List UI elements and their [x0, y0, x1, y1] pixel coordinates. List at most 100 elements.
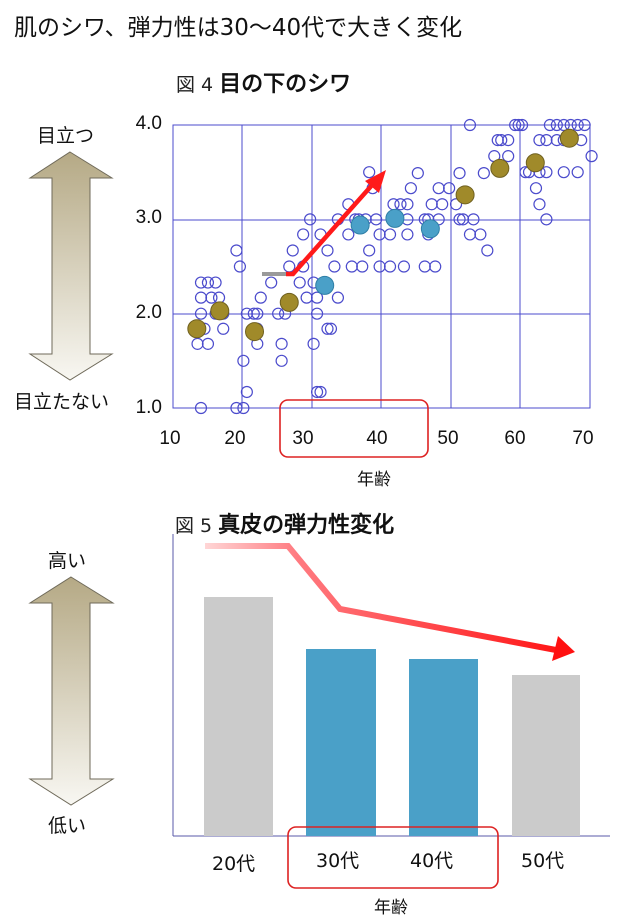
figure4-y-bottom-label: 目立たない	[14, 391, 110, 413]
individual-point	[286, 244, 299, 257]
mean-point-blue	[385, 208, 405, 228]
individual-point	[495, 134, 508, 147]
individual-point	[310, 291, 324, 304]
wrinkle-scale-double-arrow-icon	[28, 151, 114, 381]
individual-point	[345, 260, 358, 273]
figure4-individual-points	[191, 118, 598, 415]
x-tick-40: 40	[366, 428, 388, 449]
individual-point	[331, 291, 345, 304]
individual-point	[436, 198, 449, 211]
x-tick-70: 70	[572, 428, 594, 449]
figure4-highlight-box	[279, 399, 429, 458]
individual-point	[383, 260, 397, 273]
individual-point	[373, 228, 386, 241]
bar-30s	[306, 649, 376, 836]
individual-point	[502, 150, 515, 163]
individual-point	[283, 260, 296, 273]
mean-point-blue	[315, 275, 335, 295]
individual-point	[529, 182, 543, 195]
individual-point	[449, 198, 463, 211]
bar-50s	[512, 675, 580, 836]
individual-point	[275, 337, 288, 350]
individual-point	[324, 322, 338, 335]
y-tick-1: 1.0	[135, 397, 162, 418]
mean-point-gold	[490, 158, 510, 178]
figure5-number: 図 5	[175, 515, 213, 537]
individual-point	[418, 260, 431, 273]
individual-point	[230, 244, 243, 257]
individual-point	[502, 134, 515, 147]
mean-point-blue	[350, 215, 370, 235]
individual-point	[233, 260, 247, 273]
individual-point	[557, 166, 570, 179]
figure4-grid	[172, 124, 591, 409]
individual-point	[321, 244, 334, 257]
figure4-y-top-label: 目立つ	[37, 125, 95, 147]
individual-point	[300, 291, 313, 304]
individual-point	[205, 291, 218, 304]
individual-point	[481, 244, 494, 257]
mean-point-gold	[187, 319, 207, 339]
individual-point	[512, 118, 525, 132]
individual-point	[194, 291, 208, 304]
individual-point	[401, 228, 414, 241]
mean-point-blue	[420, 219, 440, 239]
individual-point	[404, 182, 417, 195]
individual-point	[363, 244, 376, 257]
individual-point	[237, 354, 250, 367]
category-20s: 20代	[212, 853, 256, 875]
individual-point	[477, 167, 490, 180]
mean-point-gold	[525, 153, 545, 173]
elasticity-scale-double-arrow-icon	[28, 576, 115, 806]
individual-point	[275, 354, 288, 367]
individual-point	[540, 134, 553, 147]
individual-point	[467, 213, 480, 226]
category-40s: 40代	[410, 850, 454, 872]
individual-point	[550, 118, 563, 132]
individual-point	[373, 260, 386, 273]
individual-point	[237, 401, 250, 415]
individual-point	[453, 167, 466, 180]
individual-point	[293, 276, 306, 289]
mean-point-gold	[455, 185, 475, 205]
mean-point-gold	[559, 128, 579, 148]
figure4-x-axis-title: 年齢	[357, 470, 391, 490]
individual-point	[443, 182, 456, 195]
x-tick-50: 50	[437, 428, 459, 449]
individual-point	[251, 307, 264, 320]
individual-point	[356, 260, 369, 273]
individual-point	[310, 385, 324, 399]
individual-point	[463, 118, 477, 132]
individual-point	[194, 276, 208, 289]
individual-point	[540, 166, 553, 179]
individual-point	[321, 322, 334, 335]
individual-point	[429, 260, 442, 273]
y-tick-4: 4.0	[135, 113, 162, 134]
figure5-y-bottom-label: 低い	[48, 815, 87, 837]
individual-point	[310, 307, 324, 320]
individual-point	[314, 385, 327, 399]
x-tick-10: 10	[159, 428, 181, 449]
figure5-title: 図 5 真皮の弾力性変化	[175, 507, 394, 539]
individual-point	[578, 118, 591, 132]
individual-point	[307, 337, 320, 350]
individual-point	[254, 291, 267, 304]
individual-point	[519, 166, 532, 179]
individual-point	[543, 118, 556, 132]
individual-point	[194, 307, 208, 320]
individual-point	[432, 182, 445, 195]
category-30s: 30代	[316, 850, 360, 872]
individual-point	[571, 166, 584, 179]
individual-point	[194, 401, 208, 415]
individual-point	[515, 118, 529, 132]
figure5-trend-arrowhead-icon	[552, 636, 575, 661]
individual-point	[328, 260, 341, 273]
individual-point	[342, 228, 355, 241]
individual-point	[363, 166, 376, 179]
x-tick-30: 30	[292, 428, 314, 449]
individual-point	[533, 134, 546, 147]
individual-point	[411, 167, 424, 180]
individual-point	[463, 228, 477, 241]
bar-20s	[204, 597, 273, 836]
